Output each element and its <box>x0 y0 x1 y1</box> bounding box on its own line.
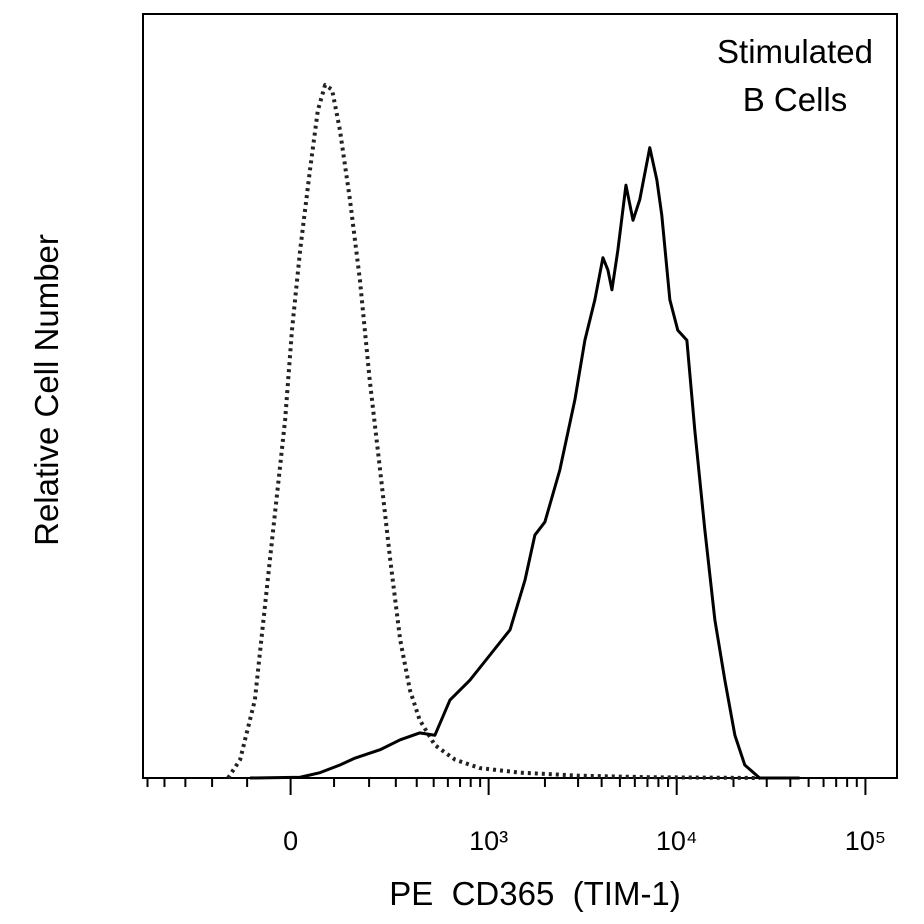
x-tick-label: 10⁴ <box>656 826 698 856</box>
plot-frame <box>142 13 898 779</box>
x-tick-label: 10³ <box>469 826 508 856</box>
control-histogram <box>226 83 760 780</box>
y-axis-label: Relative Cell Number <box>28 234 65 546</box>
annotation: Stimulated <box>717 33 873 70</box>
sample-histogram <box>249 146 800 780</box>
x-axis-label: PE CD365 (TIM-1) <box>389 875 681 912</box>
x-tick-label: 10⁵ <box>845 826 886 856</box>
annotation: B Cells <box>743 81 848 118</box>
x-tick-label: 0 <box>283 826 298 856</box>
